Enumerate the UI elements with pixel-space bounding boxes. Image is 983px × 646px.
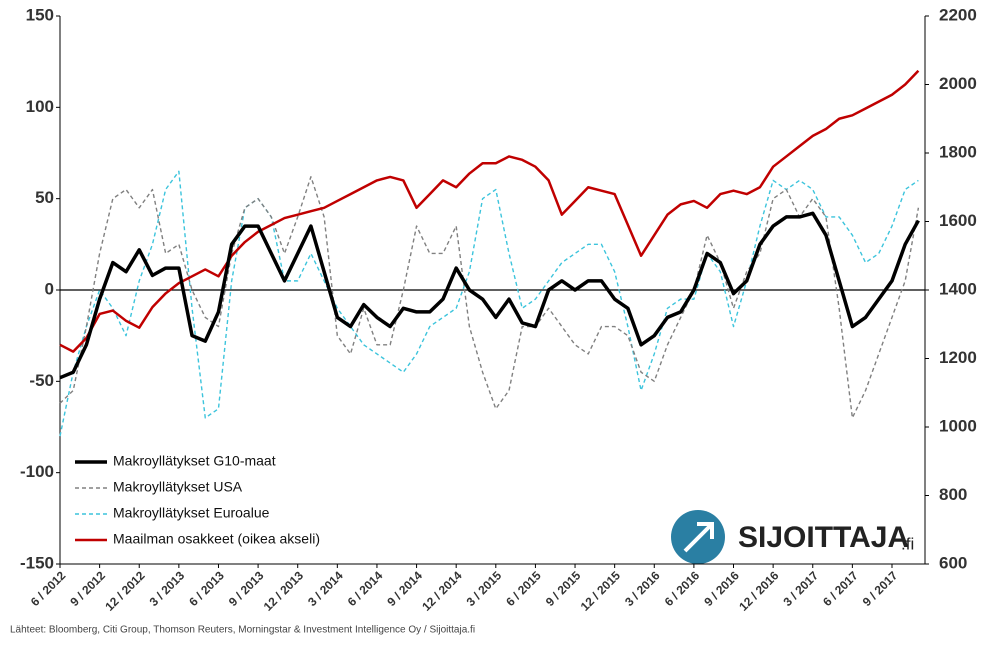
- y2-tick-label: 800: [939, 485, 967, 504]
- y-tick-label: 150: [26, 5, 54, 24]
- legend-label: Makroyllätykset USA: [113, 479, 243, 495]
- logo-arrow: [683, 522, 714, 553]
- series-line: [59, 176, 920, 419]
- y2-tick-label: 600: [939, 553, 967, 572]
- y2-tick-label: 1400: [939, 279, 977, 298]
- series-line: [59, 69, 920, 353]
- y-tick-label: -150: [20, 553, 54, 572]
- legend-label: Makroyllätykset Euroalue: [113, 505, 270, 521]
- y-tick-label: -50: [29, 371, 54, 390]
- x-tick-label: 6 / 2013: [186, 568, 227, 609]
- y-tick-label: 100: [26, 97, 54, 116]
- y2-tick-label: 2000: [939, 74, 977, 93]
- y2-tick-label: 1600: [939, 211, 977, 230]
- x-tick-label: 6 / 2012: [28, 568, 69, 609]
- y2-tick-label: 1800: [939, 142, 977, 161]
- x-tick-label: 6 / 2014: [345, 568, 386, 609]
- x-tick-label: 3 / 2016: [622, 568, 663, 609]
- logo-text: SIJOITTAJA: [738, 521, 909, 554]
- logo: SIJOITTAJA .fi: [671, 510, 914, 564]
- logo-suffix: .fi: [901, 534, 914, 553]
- legend-label: Maailman osakkeet (oikea akseli): [113, 531, 320, 547]
- y2-tick-label: 1000: [939, 416, 977, 435]
- x-tick-label: 12 / 2013: [261, 568, 307, 614]
- x-tick-label: 6 / 2017: [820, 568, 861, 609]
- y2-tick-label: 2200: [939, 5, 977, 24]
- x-tick-label: 12 / 2012: [102, 568, 148, 614]
- y-tick-label: -100: [20, 462, 54, 481]
- x-tick-label: 12 / 2015: [578, 568, 624, 614]
- x-tick-label: 3 / 2017: [781, 568, 822, 609]
- x-tick-label: 12 / 2014: [419, 568, 465, 614]
- x-tick-label: 6 / 2016: [662, 568, 703, 609]
- y2-tick-label: 1200: [939, 348, 977, 367]
- x-tick-label: 3 / 2015: [464, 568, 505, 609]
- legend-label: Makroyllätykset G10-maat: [113, 453, 276, 469]
- series-line: [59, 170, 919, 437]
- x-tick-label: 3 / 2014: [305, 568, 346, 609]
- source: Lähteet: Bloomberg, Citi Group, Thomson …: [10, 625, 475, 636]
- x-tick-label: 9 / 2017: [860, 568, 901, 609]
- x-tick-label: 3 / 2013: [147, 568, 188, 609]
- x-tick-label: 12 / 2016: [736, 568, 782, 614]
- y-tick-label: 0: [45, 279, 54, 298]
- x-tick-label: 6 / 2015: [503, 568, 544, 609]
- series-line: [59, 211, 920, 380]
- y-tick-label: 50: [35, 188, 54, 207]
